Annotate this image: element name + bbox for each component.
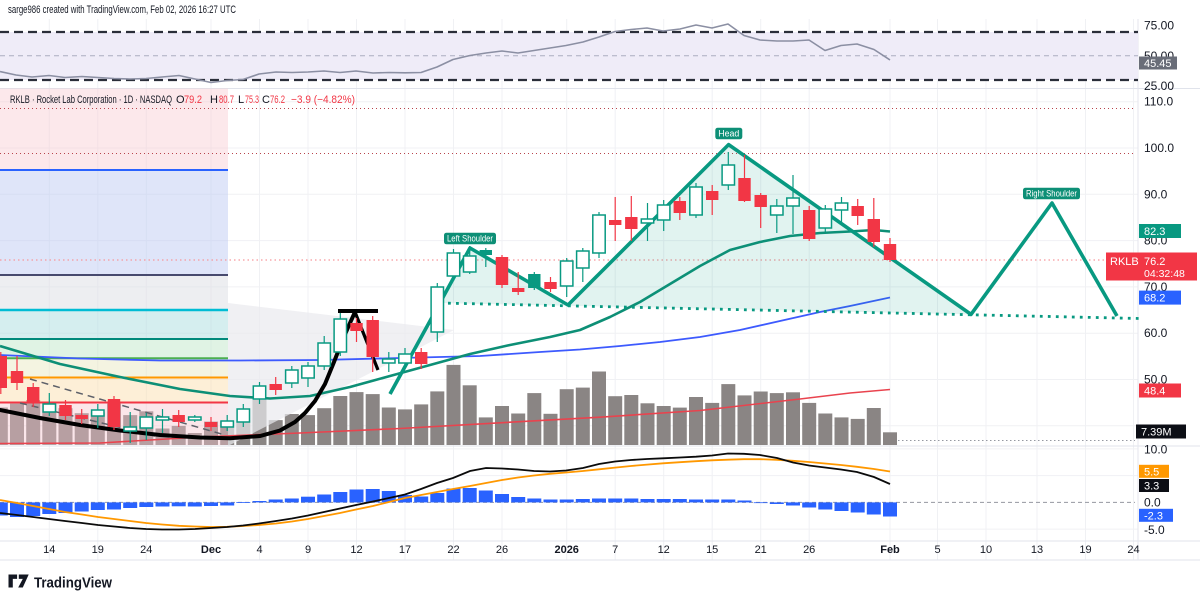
- svg-text:13: 13: [1031, 544, 1043, 556]
- svg-text:9: 9: [305, 544, 311, 556]
- svg-text:4: 4: [256, 544, 262, 556]
- svg-text:Left Shoulder: Left Shoulder: [447, 234, 493, 244]
- svg-text:90.0: 90.0: [1144, 187, 1168, 201]
- svg-text:Dec: Dec: [201, 544, 221, 556]
- svg-text:24: 24: [140, 544, 152, 556]
- svg-text:-2.3: -2.3: [1144, 510, 1163, 522]
- svg-text:15: 15: [706, 544, 718, 556]
- svg-text:26: 26: [803, 544, 815, 556]
- svg-text:10: 10: [980, 544, 992, 556]
- svg-text:21: 21: [755, 544, 767, 556]
- svg-text:-5.0: -5.0: [1144, 523, 1165, 537]
- svg-text:26: 26: [496, 544, 508, 556]
- svg-text:50.0: 50.0: [1144, 373, 1168, 387]
- svg-text:2026: 2026: [554, 544, 578, 556]
- svg-text:12: 12: [350, 544, 362, 556]
- svg-text:7: 7: [612, 544, 618, 556]
- svg-text:7.39M: 7.39M: [1141, 427, 1172, 439]
- svg-text:0.0: 0.0: [1144, 495, 1161, 509]
- svg-text:60.0: 60.0: [1144, 326, 1168, 340]
- svg-text:04:32:48: 04:32:48: [1144, 268, 1185, 280]
- svg-text:100.0: 100.0: [1144, 141, 1174, 155]
- svg-text:19: 19: [92, 544, 104, 556]
- svg-text:14: 14: [43, 544, 55, 556]
- svg-text:76.2: 76.2: [1144, 256, 1165, 268]
- svg-text:68.2: 68.2: [1144, 293, 1165, 305]
- svg-text:RKLB · Rocket Lab Corporation: RKLB · Rocket Lab Corporation · 1D · NAS…: [10, 94, 355, 106]
- svg-text:Right Shoulder: Right Shoulder: [1026, 189, 1077, 199]
- svg-text:48.4: 48.4: [1144, 386, 1165, 398]
- svg-text:sarge986 created with TradingV: sarge986 created with TradingView.com, F…: [8, 4, 236, 16]
- svg-text:45.45: 45.45: [1144, 58, 1172, 70]
- svg-text:70.0: 70.0: [1144, 280, 1168, 294]
- svg-text:Head: Head: [718, 129, 739, 139]
- svg-text:RKLB: RKLB: [1110, 256, 1139, 268]
- svg-text:25.00: 25.00: [1144, 79, 1174, 93]
- svg-text:TradingView: TradingView: [34, 576, 113, 592]
- svg-text:3.3: 3.3: [1144, 481, 1159, 493]
- svg-text:Feb: Feb: [880, 544, 900, 556]
- svg-text:5: 5: [934, 544, 940, 556]
- svg-text:10.0: 10.0: [1144, 442, 1168, 456]
- svg-text:82.3: 82.3: [1144, 226, 1165, 238]
- svg-text:17: 17: [399, 544, 411, 556]
- svg-text:19: 19: [1079, 544, 1091, 556]
- svg-text:75.00: 75.00: [1144, 19, 1174, 33]
- svg-text:24: 24: [1127, 544, 1139, 556]
- svg-text:12: 12: [658, 544, 670, 556]
- svg-text:5.5: 5.5: [1144, 466, 1159, 478]
- svg-text:22: 22: [447, 544, 459, 556]
- svg-text:110.0: 110.0: [1144, 95, 1173, 109]
